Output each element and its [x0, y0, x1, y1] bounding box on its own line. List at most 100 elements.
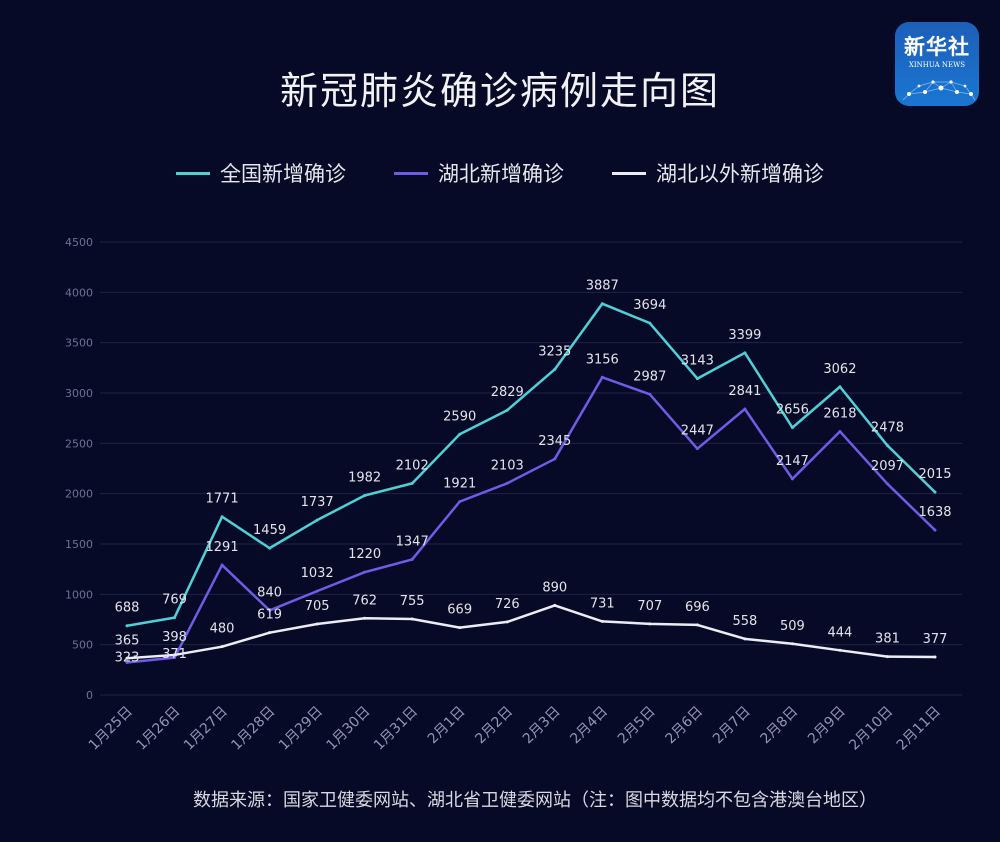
x-tick-label: 2月8日 [758, 704, 802, 748]
data-point [885, 444, 889, 448]
data-point [505, 620, 509, 624]
legend-item-hubei: 湖北新增确诊 [394, 158, 564, 188]
data-label: 2478 [871, 421, 904, 436]
data-label: 3143 [681, 354, 714, 369]
data-label: 705 [305, 599, 330, 614]
series-line-1 [126, 302, 936, 627]
data-label: 2987 [633, 369, 666, 384]
x-tick-label: 1月25日 [86, 704, 136, 754]
data-label: 2656 [776, 403, 809, 418]
data-label: 707 [637, 599, 662, 614]
y-tick-label: 2500 [65, 437, 93, 450]
data-point [363, 570, 367, 574]
data-label: 2447 [681, 424, 714, 439]
data-point [885, 655, 889, 659]
y-tick-label: 2000 [65, 488, 93, 501]
data-label: 1220 [348, 547, 381, 562]
data-label: 840 [257, 585, 282, 600]
data-point [363, 616, 367, 620]
data-point [743, 407, 747, 411]
x-tick-label: 1月27日 [181, 704, 231, 754]
data-label: 1771 [206, 492, 239, 507]
x-tick-label: 1月30日 [323, 704, 373, 754]
data-point [363, 493, 367, 497]
data-point [838, 385, 842, 389]
data-label: 762 [352, 593, 377, 608]
data-label: 726 [495, 597, 520, 612]
data-label: 323 [115, 650, 140, 665]
data-point [695, 377, 699, 381]
x-tick-label: 2月9日 [805, 704, 849, 748]
data-point [600, 302, 604, 306]
data-point [790, 477, 794, 481]
x-tick-label: 1月28日 [228, 704, 278, 754]
data-point [173, 656, 177, 660]
data-point [743, 351, 747, 355]
data-label: 731 [590, 596, 615, 611]
legend-label: 全国新增确诊 [220, 162, 346, 186]
data-point [173, 653, 177, 657]
data-point [458, 626, 462, 630]
data-point [600, 619, 604, 623]
data-point [125, 660, 129, 664]
data-point [315, 589, 319, 593]
x-tick-label: 1月31日 [371, 704, 421, 754]
data-label: 371 [162, 647, 187, 662]
data-point [410, 481, 414, 485]
data-point [505, 481, 509, 485]
data-point [648, 321, 652, 325]
xinhua-logo: 新华社 XINHUA NEWS [895, 22, 979, 106]
data-point [410, 617, 414, 621]
data-point [838, 648, 842, 652]
data-label: 444 [828, 625, 853, 640]
data-label: 2097 [871, 459, 904, 474]
data-point [743, 637, 747, 641]
data-label: 2345 [538, 434, 571, 449]
legend-label: 湖北以外新增确诊 [656, 162, 824, 186]
data-point [458, 500, 462, 504]
series-line-2 [126, 376, 936, 664]
data-point [933, 490, 937, 494]
legend-swatch-outside [612, 171, 646, 175]
data-label: 1982 [348, 470, 381, 485]
logo-cn: 新华社 [904, 35, 970, 59]
x-tick-label: 2月1日 [425, 704, 469, 748]
data-label: 509 [780, 619, 805, 634]
data-point [410, 557, 414, 561]
data-point [268, 608, 272, 612]
data-point [553, 603, 557, 607]
data-label: 2590 [443, 409, 476, 424]
data-label: 755 [400, 594, 425, 609]
data-label: 769 [162, 593, 187, 608]
data-label: 2015 [918, 467, 951, 482]
data-label: 688 [115, 601, 140, 616]
data-point [600, 375, 604, 379]
legend: 全国新增确诊 湖北新增确诊 湖北以外新增确诊 [0, 158, 1000, 188]
data-point [220, 563, 224, 567]
data-label: 1921 [443, 477, 476, 492]
data-label: 3399 [728, 328, 761, 343]
network-icon [902, 80, 976, 101]
data-label: 398 [162, 630, 187, 645]
x-tick-label: 2月6日 [662, 704, 706, 748]
data-label: 558 [732, 614, 757, 629]
legend-item-national: 全国新增确诊 [176, 158, 346, 188]
data-label: 3887 [586, 279, 619, 294]
data-point [315, 622, 319, 626]
data-source-note: 数据来源：国家卫健委网站、湖北省卫健委网站（注：图中数据均不包含港澳台地区） [193, 790, 877, 811]
data-point [648, 622, 652, 626]
data-label: 1638 [918, 505, 951, 520]
data-label: 1347 [396, 534, 429, 549]
y-tick-label: 0 [86, 689, 93, 702]
data-point [268, 546, 272, 550]
x-tick-label: 2月7日 [710, 704, 754, 748]
x-tick-label: 1月26日 [133, 704, 183, 754]
data-point [838, 429, 842, 433]
data-label: 2147 [776, 454, 809, 469]
x-tick-label: 2月11日 [894, 704, 944, 754]
legend-item-outside-hubei: 湖北以外新增确诊 [612, 158, 824, 188]
data-label: 2841 [728, 384, 761, 399]
data-label: 365 [115, 633, 140, 648]
data-point [933, 528, 937, 532]
